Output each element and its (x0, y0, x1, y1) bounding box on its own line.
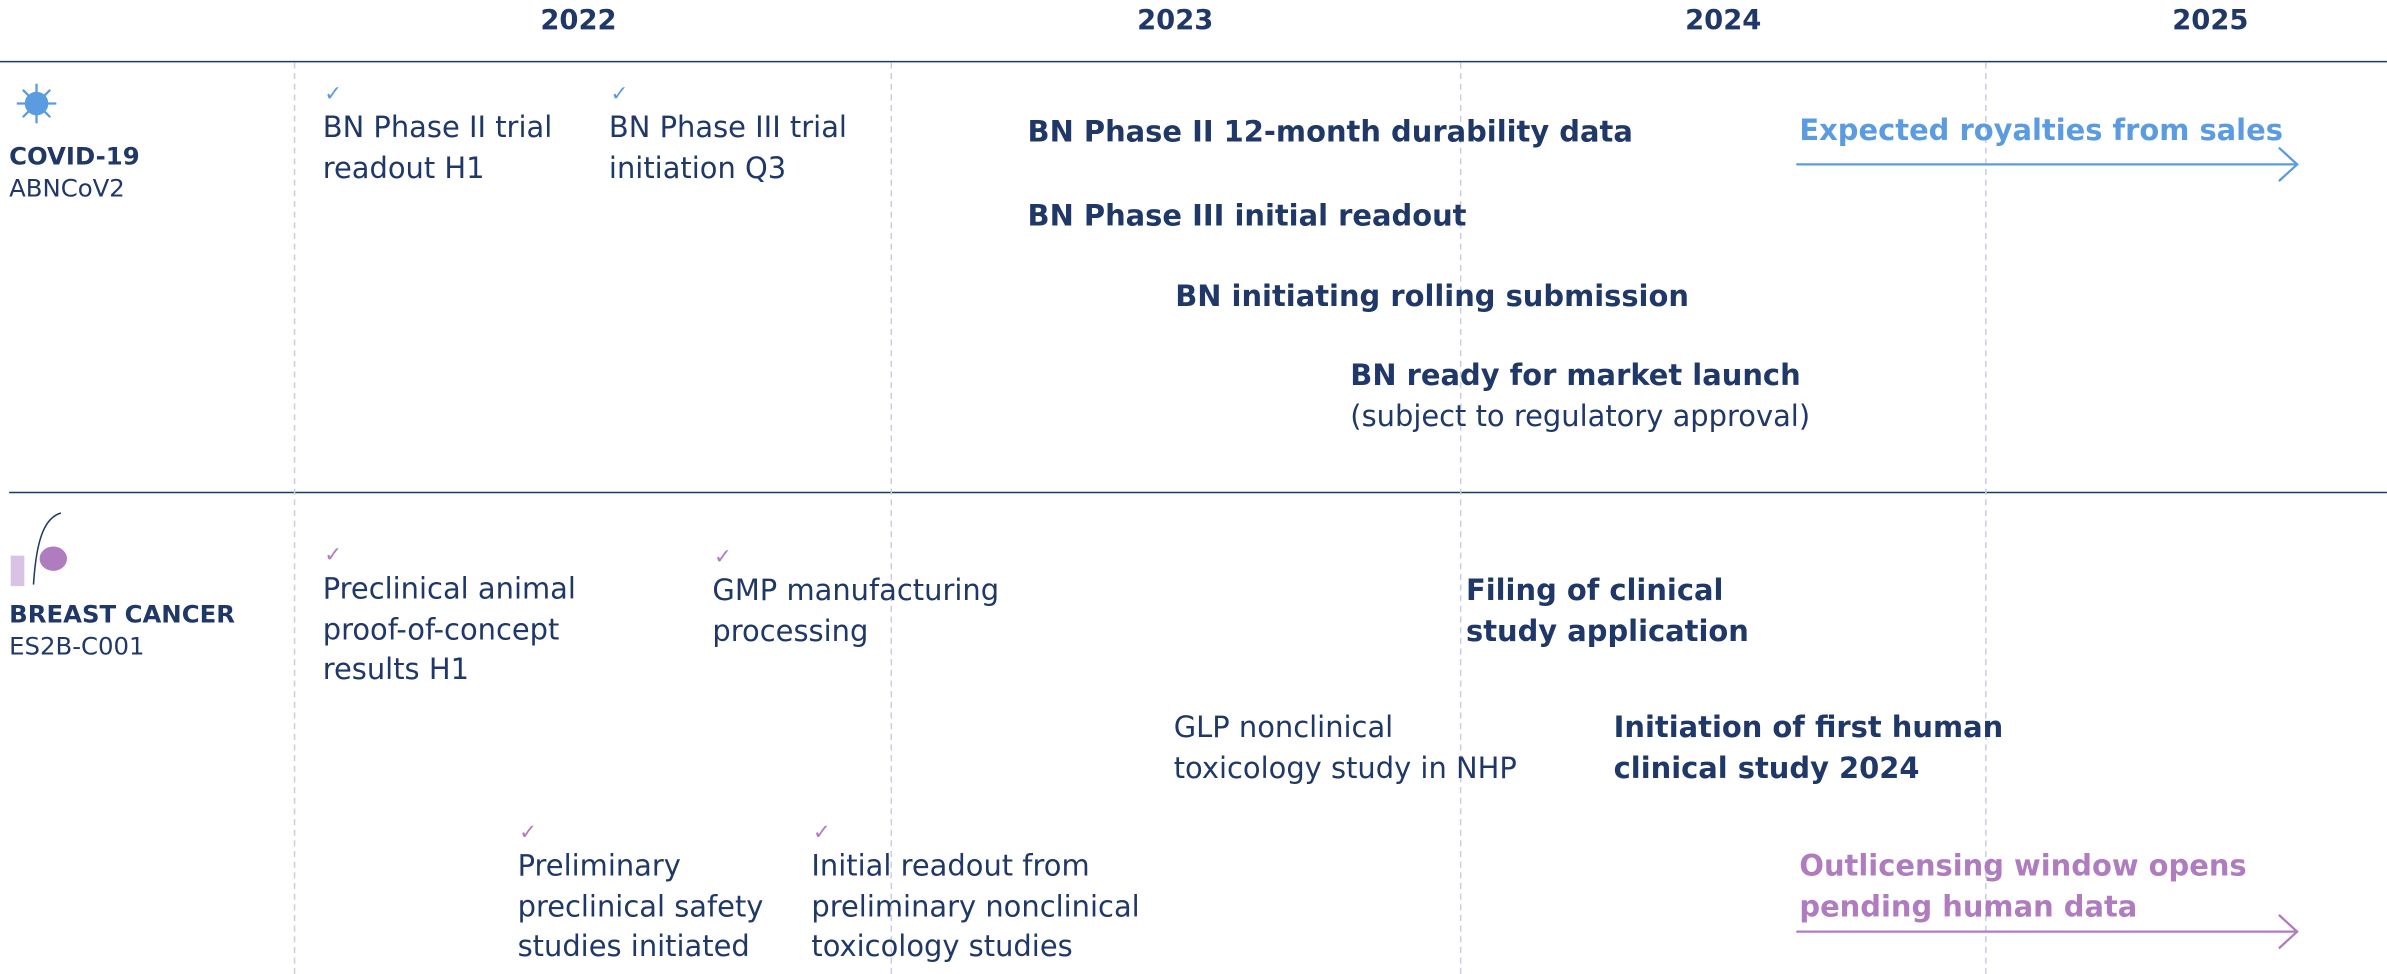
milestone: BN Phase II 12-month durability data (1028, 113, 1633, 153)
milestone-text: BN initiating rolling submission (1175, 280, 1689, 314)
milestone: Initiation of first human clinical study … (1614, 708, 2004, 789)
milestone: Filing of clinical study application (1466, 571, 1749, 652)
milestone-text: GMP manufacturing (712, 573, 1000, 608)
milestone-text: readout H1 (322, 151, 485, 185)
milestone-text: BN Phase II 12-month durability data (1027, 115, 1633, 150)
milestone-text: BN Phase II trial (322, 111, 553, 145)
milestone-text: Initial readout from (811, 849, 1090, 883)
milestone-text: preclinical safety (517, 889, 764, 924)
milestone: BN Phase III initial readout (1028, 196, 1467, 236)
milestone-text: toxicology study in NHP (1173, 751, 1517, 785)
milestone-text: processing (712, 614, 869, 648)
checkmark: ✓ (324, 543, 343, 568)
milestone: GLP nonclinical toxicology study in NHP (1174, 708, 1517, 789)
row-sublabel: ABNCoV2 (9, 173, 125, 203)
milestone-text: studies initiated (517, 930, 750, 964)
checkmark: ✓ (519, 820, 537, 845)
milestone-text: BN Phase III initial readout (1027, 199, 1467, 233)
milestone: BN Phase II trial readout H1 (323, 108, 553, 189)
outlicensing-arrow (1796, 914, 2299, 950)
milestone-text: Preclinical animal (322, 572, 576, 606)
year-label: 2023 (1137, 4, 1214, 37)
checkmark: ✓ (713, 544, 732, 570)
milestone: GMP manufacturing processing (712, 571, 999, 652)
milestone-text: proof-of-concept (322, 612, 560, 647)
breast-icon (10, 512, 67, 587)
year-label: 2022 (540, 4, 617, 37)
milestone: Preliminary preclinical safety studies ini… (518, 846, 764, 967)
milestone-text: study application (1465, 614, 1749, 648)
milestone-text: preliminary nonclinical (811, 889, 1140, 924)
milestone: Expected royalties from sales (1799, 111, 2283, 151)
row-label: BREAST CANCER (9, 599, 235, 629)
row-sublabel: ES2B-C001 (9, 631, 145, 661)
virus-icon (16, 83, 57, 124)
milestone-text: BN ready for market launch (1350, 359, 1801, 393)
milestone-text: GLP nonclinical (1173, 710, 1394, 745)
milestone: Preclinical animal proof-of-concept result… (323, 569, 576, 690)
milestone-text: Expected royalties from sales (1799, 114, 2283, 148)
milestone-text: results H1 (322, 653, 469, 687)
milestone-text: (subject to regulatory approval) (1350, 399, 1811, 434)
checkmark: ✓ (324, 82, 343, 107)
milestone-text: Initiation of first human (1613, 710, 2004, 745)
milestone-text: clinical study 2024 (1613, 751, 1920, 785)
milestone-text: pending human data (1799, 889, 2138, 924)
checkmark: ✓ (812, 820, 831, 845)
milestone: BN Phase III trial initiation Q3 (609, 108, 847, 189)
milestone: BN initiating rolling submission (1175, 277, 1689, 317)
milestone-text: initiation Q3 (608, 151, 787, 185)
year-label: 2025 (2172, 4, 2249, 37)
row-label: COVID-19 (9, 141, 140, 171)
milestone-text: BN Phase III trial (608, 111, 847, 145)
milestone: BN ready for market launch (subject to re… (1350, 356, 1810, 437)
milestone-text: Filing of clinical (1465, 573, 1724, 608)
milestone-text: Preliminary (517, 849, 681, 883)
year-label: 2024 (1685, 4, 1762, 37)
milestone: Outlicensing window opens pending human d… (1799, 846, 2246, 927)
milestone-text: Outlicensing window opens (1799, 849, 2247, 883)
year-dividers (293, 62, 1987, 974)
royalty-arrow (1796, 146, 2299, 182)
milestone-text: toxicology studies (811, 930, 1073, 964)
checkmark: ✓ (610, 82, 629, 107)
milestone: Initial readout from preliminary nonclini… (811, 846, 1139, 967)
